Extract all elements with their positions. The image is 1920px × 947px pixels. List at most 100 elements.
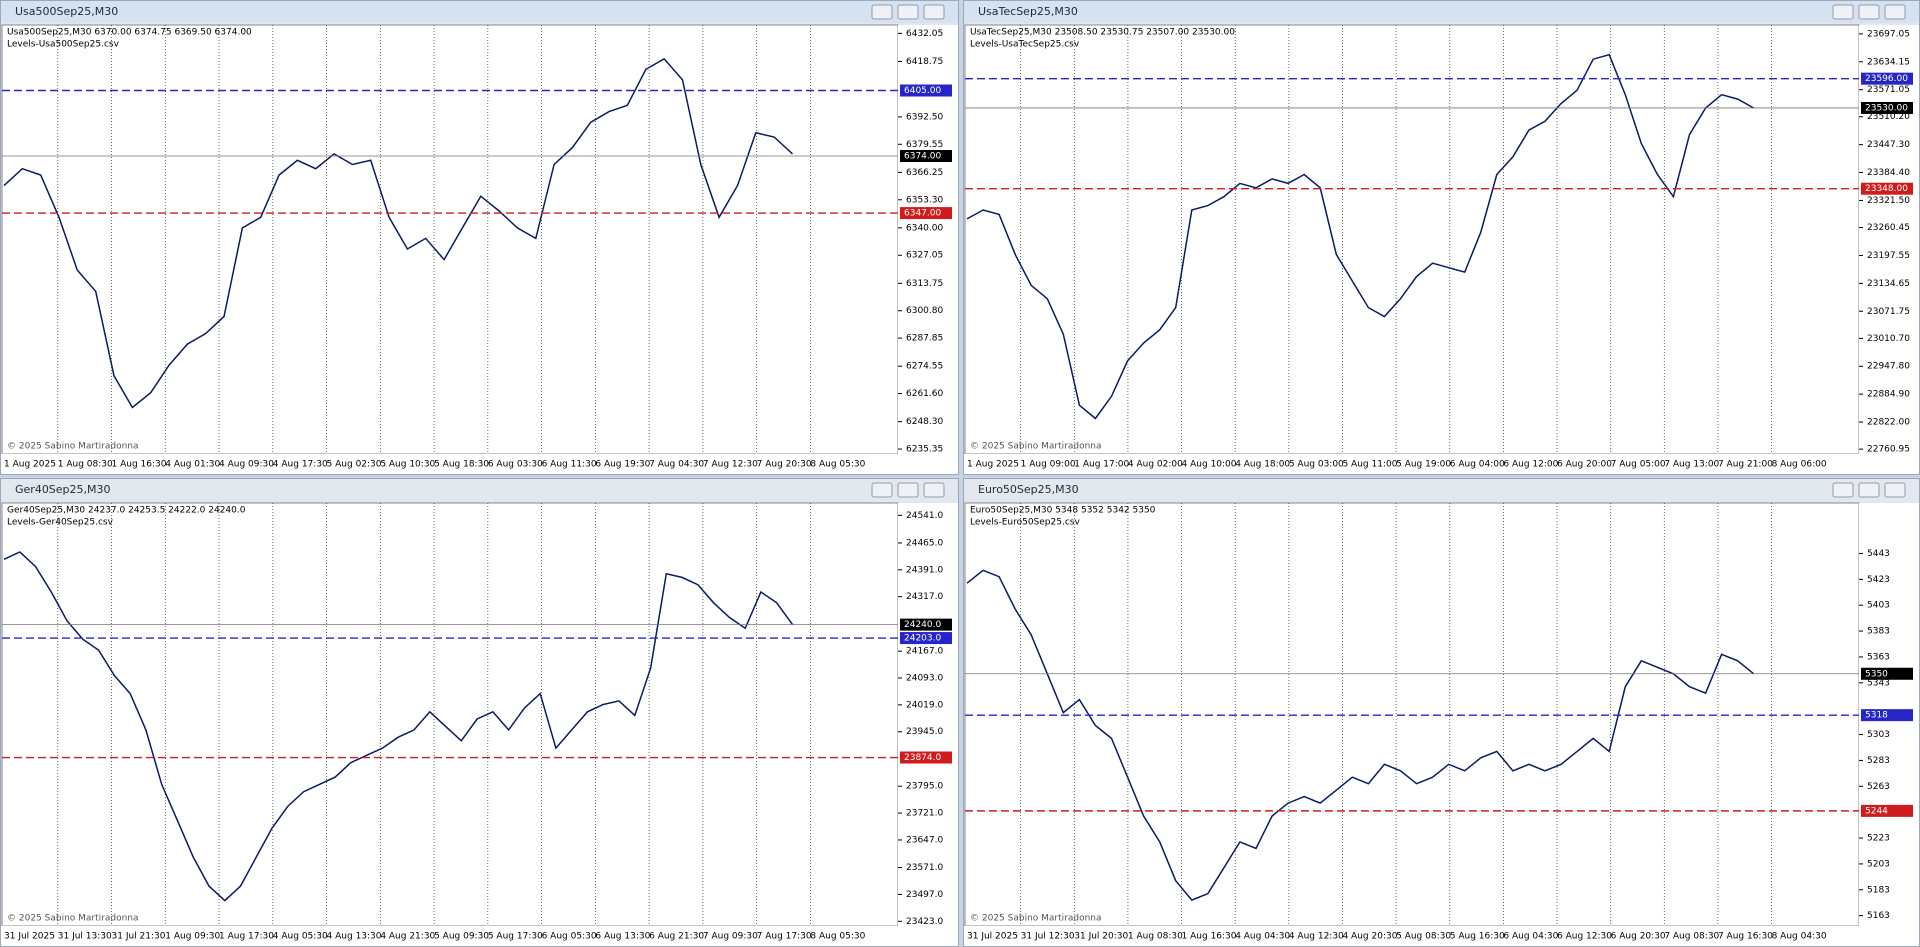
- copyright: © 2025 Sabino Martiradonna: [7, 914, 139, 924]
- time-label: 5 Aug 09:30: [434, 932, 489, 942]
- time-label: 4 Aug 02:00: [1128, 460, 1183, 470]
- level-tag: [900, 150, 952, 163]
- level-tag: [1861, 72, 1913, 85]
- window-button[interactable]: [1832, 482, 1854, 498]
- y-tick-label: 5343: [1867, 678, 1890, 688]
- level-label: 5350: [1865, 669, 1888, 679]
- level-label: 6405.00: [904, 86, 941, 96]
- time-label: 4 Aug 01:30: [165, 460, 220, 470]
- y-tick-label: 23647.0: [906, 835, 943, 845]
- time-label: 4 Aug 05:30: [273, 932, 328, 942]
- window-button[interactable]: [871, 482, 893, 498]
- time-label: 6 Aug 04:30: [1503, 932, 1558, 942]
- window-button[interactable]: [897, 482, 919, 498]
- y-tick-label: 22822.00: [1867, 418, 1910, 428]
- time-label: 6 Aug 03:30: [488, 460, 543, 470]
- symbol-info: Usa500Sep25,M30 6370.00 6374.75 6369.50 …: [7, 28, 252, 38]
- title-bar: [1, 479, 958, 501]
- price-line: [3, 57, 794, 409]
- chart-svg: Ger40Sep25,M30 31 Jul 2025 31 Jul 13:30 31 …: [1, 479, 958, 946]
- y-tick-label: 23134.65: [1867, 279, 1910, 289]
- y-tick-label: 23795.0: [906, 782, 943, 792]
- price-line: [966, 53, 1755, 420]
- time-label: 4 Aug 04:30: [1235, 932, 1290, 942]
- time-label: 1 Aug 08:30: [1128, 932, 1183, 942]
- time-label: 4 Aug 17:30: [273, 460, 328, 470]
- levels-file: Levels-Usa500Sep25.csv: [7, 40, 120, 50]
- time-label: 6 Aug 12:00: [1503, 460, 1558, 470]
- symbol-info: UsaTecSep25,M30 23508.50 23530.75 23507.…: [970, 28, 1235, 38]
- y-tick-label: 24317.0: [906, 592, 943, 602]
- time-label: 1 Aug 09:00: [1021, 460, 1076, 470]
- time-label: 5 Aug 19:00: [1396, 460, 1451, 470]
- y-tick-label: 23384.40: [1867, 168, 1910, 178]
- level-tag: [1861, 667, 1913, 680]
- title-bar: [964, 479, 1919, 501]
- chart-window[interactable]: Euro50Sep25,M30 31 Jul 2025 31 Jul 12:30 31…: [963, 478, 1920, 947]
- y-tick-label: 22760.95: [1867, 445, 1910, 455]
- time-label: 8 Aug 05:30: [810, 932, 865, 942]
- window-button[interactable]: [1832, 4, 1854, 20]
- window-button[interactable]: [1858, 4, 1880, 20]
- time-label: 6 Aug 04:00: [1450, 460, 1505, 470]
- title-bar: [1, 1, 958, 23]
- time-label: 7 Aug 05:00: [1611, 460, 1666, 470]
- chart-window[interactable]: UsaTecSep25,M30 1 Aug 2025 1 Aug 09:00 1 Au…: [963, 0, 1920, 475]
- window-button[interactable]: [923, 482, 945, 498]
- y-tick-label: 23721.0: [906, 809, 943, 819]
- y-tick-label: 5403: [1867, 601, 1890, 611]
- y-tick-label: 23260.45: [1867, 223, 1910, 233]
- time-label: 6 Aug 05:30: [542, 932, 597, 942]
- y-tick-label: 5363: [1867, 652, 1890, 662]
- time-label: 4 Aug 10:00: [1182, 460, 1237, 470]
- chart-window[interactable]: Usa500Sep25,M30 1 Aug 2025 1 Aug 08:30 1 Au…: [0, 0, 959, 475]
- copyright: © 2025 Sabino Martiradonna: [7, 442, 139, 452]
- price-axis: [898, 503, 958, 926]
- level-label: 23530.00: [1865, 103, 1908, 113]
- chart-window[interactable]: Ger40Sep25,M30 31 Jul 2025 31 Jul 13:30 31 …: [0, 478, 959, 947]
- y-tick-label: 5383: [1867, 627, 1890, 637]
- window-button[interactable]: [871, 4, 893, 20]
- y-tick-label: 23634.15: [1867, 57, 1910, 67]
- time-label: 6 Aug 19:30: [595, 460, 650, 470]
- window-button[interactable]: [923, 4, 945, 20]
- levels-file: Levels-UsaTecSep25.csv: [970, 40, 1080, 50]
- level-label: 23348.00: [1865, 184, 1908, 194]
- time-label: 31 Jul 13:30: [58, 932, 112, 942]
- y-tick-label: 6261.60: [906, 389, 943, 399]
- chart-svg: Usa500Sep25,M30 1 Aug 2025 1 Aug 08:301 Au…: [1, 1, 958, 474]
- window-button[interactable]: [1858, 482, 1880, 498]
- y-tick-label: 6274.55: [906, 362, 943, 372]
- y-tick-label: 5303: [1867, 730, 1890, 740]
- level-label: 6347.00: [904, 209, 941, 219]
- price-line: [3, 551, 794, 902]
- level-label: 24203.0: [904, 634, 941, 644]
- time-label: 7 Aug 13:00: [1664, 460, 1719, 470]
- level-label: 23596.00: [1865, 74, 1908, 84]
- y-tick-label: 23697.05: [1867, 29, 1910, 39]
- y-tick-label: 6340.00: [906, 223, 943, 233]
- time-label: 31 Jul 2025: [967, 932, 1018, 942]
- window-title: Euro50Sep25,M30: [978, 483, 1079, 496]
- time-label: 6 Aug 12:30: [1557, 932, 1612, 942]
- window-button[interactable]: [1884, 4, 1906, 20]
- y-tick-label: 23071.75: [1867, 307, 1910, 317]
- y-tick-label: 23197.55: [1867, 251, 1910, 261]
- y-tick-label: 23321.50: [1867, 196, 1910, 206]
- time-label: 31 Jul 2025: [4, 932, 55, 942]
- time-label: 4 Aug 20:30: [1342, 932, 1397, 942]
- window-button[interactable]: [1884, 482, 1906, 498]
- time-axis: [964, 926, 1919, 946]
- y-tick-label: 24391.0: [906, 565, 943, 575]
- time-label: 1 Aug 16:30: [1182, 932, 1237, 942]
- time-label: 8 Aug 05:30: [810, 460, 865, 470]
- time-label: 6 Aug 20:00: [1557, 460, 1612, 470]
- y-tick-label: 5423: [1867, 575, 1890, 585]
- y-tick-label: 23010.70: [1867, 334, 1910, 344]
- time-label: 6 Aug 13:30: [595, 932, 650, 942]
- level-tag: [900, 632, 952, 645]
- y-tick-label: 24019.0: [906, 700, 943, 710]
- time-label: 1 Aug 17:00: [1074, 460, 1129, 470]
- window-button[interactable]: [897, 4, 919, 20]
- symbol-info: Euro50Sep25,M30 5348 5352 5342 5350: [970, 506, 1156, 516]
